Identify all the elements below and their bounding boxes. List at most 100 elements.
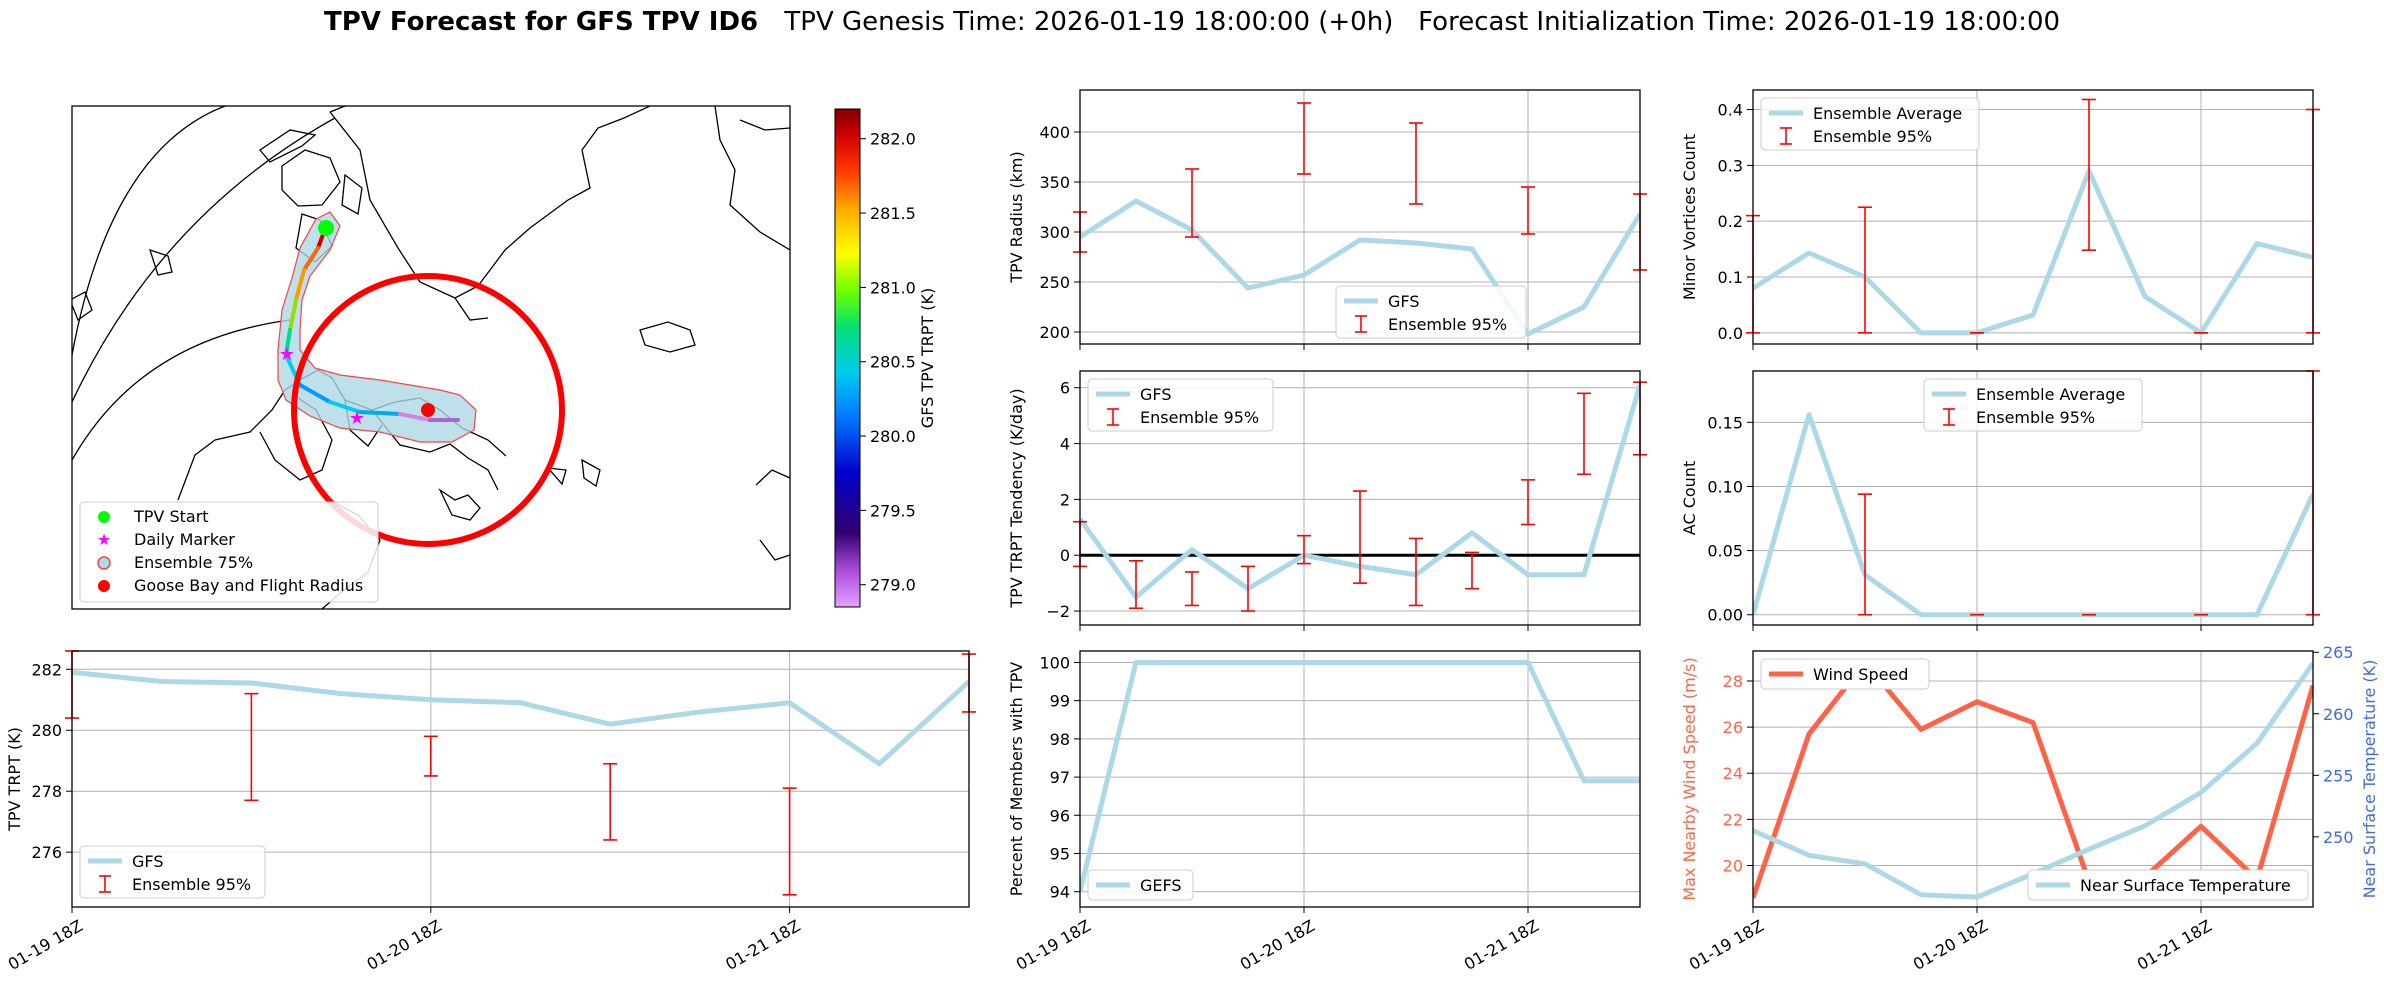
plot-area xyxy=(1080,198,1640,337)
ensemble-75-area xyxy=(277,211,477,443)
plot-area xyxy=(1753,168,2313,336)
y-tick-label: 97 xyxy=(1050,768,1070,787)
y-tick-label: 20 xyxy=(1723,856,1743,875)
series-line-gfs xyxy=(1080,198,1640,337)
colorbar-tick-label: 281.5 xyxy=(870,204,916,223)
y-tick-label: 200 xyxy=(1039,323,1070,342)
legend-box xyxy=(1923,378,2143,432)
series-line-gfs xyxy=(72,669,969,767)
tpv-start-marker xyxy=(318,220,334,236)
y-tick-label: 4 xyxy=(1060,435,1070,454)
error-bars xyxy=(1073,102,1647,271)
x-tick-label: 01-20 18Z xyxy=(364,916,445,974)
legend-label-series: GFS xyxy=(132,852,163,871)
y-axis-label: TPV TRPT (K) xyxy=(5,727,24,832)
x-tick-label: 01-19 18Z xyxy=(1686,916,1767,974)
legend-label: Near Surface Temperature xyxy=(2080,876,2291,895)
error-bar xyxy=(2082,98,2096,252)
legend-box xyxy=(79,845,266,899)
legend: Ensemble Average Ensemble 95% xyxy=(1923,378,2143,432)
legend-box xyxy=(1760,97,1980,151)
legend-box xyxy=(1760,658,1930,690)
series-line-wind-speed xyxy=(1753,660,2313,899)
chart-wind-temp: 20 22 24 26 28 01-19 18Z 01-20 18Z 01-21 18Z Max… xyxy=(1680,643,2379,974)
error-bar xyxy=(1521,479,1535,526)
y-tick-label: 2 xyxy=(1060,490,1070,509)
error-bar xyxy=(782,787,797,896)
legend-label: Wind Speed xyxy=(1813,665,1908,684)
series-line-ensemble-average xyxy=(1753,412,2313,618)
y-axis-label: TPV TRPT Tendency (K/day) xyxy=(1007,388,1026,608)
y-tick-label: 350 xyxy=(1039,173,1070,192)
y-tick-label: 400 xyxy=(1039,123,1070,142)
map-panel: ★ ★ TPV Start ★ Daily Marker Ensemble 75… xyxy=(71,105,937,610)
figure-title: TPV Forecast for GFS TPV ID6 TPV Genesis… xyxy=(324,7,2060,37)
plot-area xyxy=(1080,659,1640,893)
y-axis-label-right: Near Surface Temperature (K) xyxy=(2360,660,2379,899)
error-bar xyxy=(1185,571,1199,607)
daily-marker: ★ xyxy=(279,344,295,365)
plot-frame xyxy=(1752,370,2314,626)
y-tick-label: 0.3 xyxy=(1718,156,1743,175)
error-bar xyxy=(1521,186,1535,235)
colorbar-tick-label: 279.5 xyxy=(870,501,916,520)
legend-label-series: Ensemble Average xyxy=(1976,385,2125,404)
colorbar-tick-label: 279.0 xyxy=(870,576,916,595)
y-tick-label: 96 xyxy=(1050,806,1070,825)
legend-box xyxy=(1335,285,1527,339)
colorbar-tick-label: 280.0 xyxy=(870,427,916,446)
plot-frame xyxy=(71,650,970,908)
y-tick-label-right: 250 xyxy=(2323,828,2354,847)
chart-radius: 200 250 300 350 400 TPV Radius (km) GFS Ensembl… xyxy=(1007,89,1647,350)
x-tick-label: 01-21 18Z xyxy=(722,916,803,974)
y-tick-label: 0 xyxy=(1060,546,1070,565)
error-bar xyxy=(1409,537,1423,607)
error-bar xyxy=(603,762,618,841)
error-bar xyxy=(1129,560,1143,610)
plot-frame xyxy=(1079,650,1641,908)
chart-minor-vortices: 0.0 0.1 0.2 0.3 0.4 Minor Vortices Count Ensem… xyxy=(1680,89,2320,350)
legend-box xyxy=(1087,869,1194,901)
legend: GFS Ensemble 95% xyxy=(1087,378,1274,432)
y-tick-label: 28 xyxy=(1723,672,1743,691)
figure-title-rest: TPV Genesis Time: 2026-01-19 18:00:00 (+… xyxy=(783,7,2060,37)
y-tick-label: 0.1 xyxy=(1718,268,1743,287)
legend: GFS Ensemble 95% xyxy=(79,845,266,899)
y-tick-label-right: 265 xyxy=(2323,643,2354,662)
y-tick-label: 94 xyxy=(1050,883,1070,902)
colorbar-label: GFS TPV TRPT (K) xyxy=(918,288,937,428)
y-tick-label: 300 xyxy=(1039,223,1070,242)
plot-area xyxy=(72,669,969,767)
plot-frame xyxy=(1079,370,1641,626)
error-bar xyxy=(1577,392,1591,476)
y-tick-label: 99 xyxy=(1050,692,1070,711)
legend-ensemble-75: Ensemble 75% xyxy=(134,553,253,572)
y-axis-label: Max Nearby Wind Speed (m/s) xyxy=(1680,657,1699,900)
legend-label-errorbar: Ensemble 95% xyxy=(132,875,251,894)
legend: GFS Ensemble 95% xyxy=(1335,285,1527,339)
x-tick-label: 01-19 18Z xyxy=(1013,916,1094,974)
legend-label-errorbar: Ensemble 95% xyxy=(1976,408,2095,427)
x-tick-label: 01-20 18Z xyxy=(1910,916,1991,974)
legend-box xyxy=(1087,378,1274,432)
error-bar xyxy=(423,735,438,777)
legend-temp: Near Surface Temperature xyxy=(2027,869,2309,901)
error-bar xyxy=(1353,490,1367,584)
y-tick-label: 0.4 xyxy=(1718,101,1743,120)
y-tick-label: 276 xyxy=(31,843,62,862)
y-axis-label: Minor Vortices Count xyxy=(1680,134,1699,300)
legend-label-errorbar: Ensemble 95% xyxy=(1388,315,1507,334)
y-tick-label: 0.2 xyxy=(1718,212,1743,231)
y-tick-label: 278 xyxy=(31,782,62,801)
error-bar xyxy=(1185,168,1199,238)
legend: Ensemble Average Ensemble 95% xyxy=(1760,97,1980,151)
map-coastlines xyxy=(72,106,790,609)
svg-text:★: ★ xyxy=(97,530,111,549)
x-tick-label: 01-19 18Z xyxy=(5,916,86,974)
legend-tpv-start: TPV Start xyxy=(133,507,209,526)
y-tick-label: 95 xyxy=(1050,845,1070,864)
y-tick-label: 0.15 xyxy=(1707,413,1743,432)
error-bar xyxy=(1465,551,1479,590)
series-line-ensemble-average xyxy=(1753,168,2313,336)
